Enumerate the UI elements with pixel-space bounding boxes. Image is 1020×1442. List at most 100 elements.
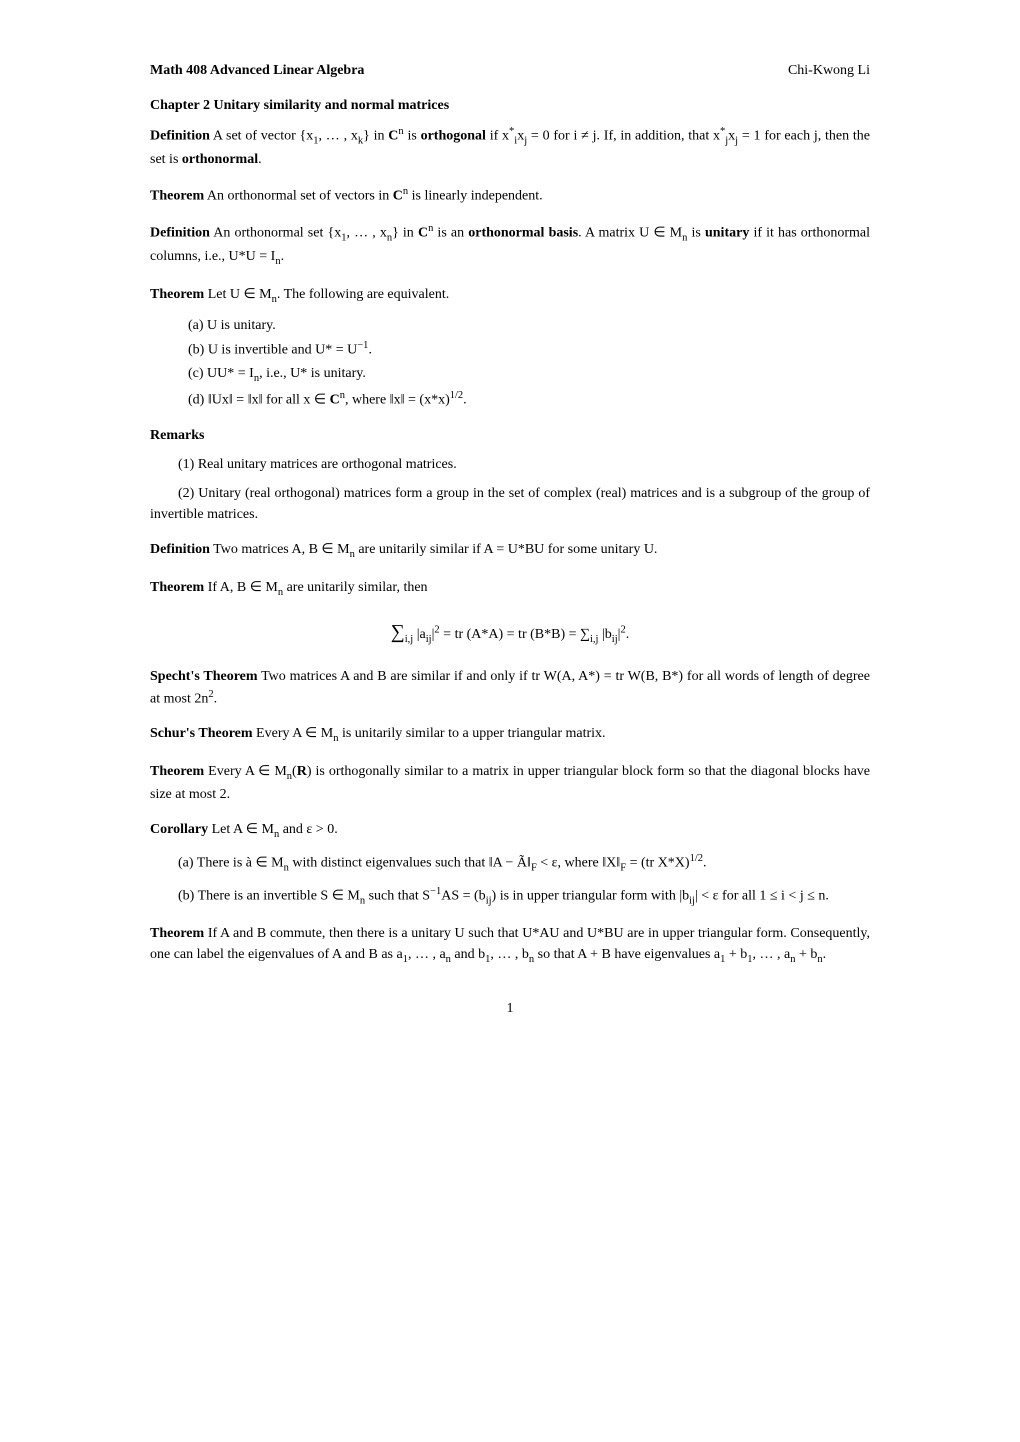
text: (a) There is à ∈ M	[178, 856, 284, 871]
text: (b) There is an invertible S ∈ M	[178, 889, 360, 904]
text: .	[281, 249, 285, 264]
text: . The following are equivalent.	[277, 287, 449, 302]
term: orthonormal	[182, 152, 258, 167]
remarks-heading: Remarks	[150, 425, 870, 446]
text: Let U ∈ M	[204, 287, 271, 302]
text: , i.e., U* is unitary.	[259, 366, 366, 381]
text: .	[258, 152, 262, 167]
remark-1: (1) Real unitary matrices are orthogonal…	[150, 454, 870, 475]
text: = tr (A*A) = tr (B*B) = ∑	[440, 627, 590, 642]
term: unitary	[705, 226, 749, 241]
text: . A matrix U ∈ M	[578, 226, 682, 241]
page-number: 1	[150, 998, 870, 1019]
text: , … , x	[346, 226, 386, 241]
text: so that A + B have eigenvalues a	[534, 947, 720, 962]
chapter-label: Chapter 2 Unitary similarity and normal …	[150, 98, 449, 113]
text: + b	[725, 947, 747, 962]
chapter-title: Chapter 2 Unitary similarity and normal …	[150, 95, 870, 116]
definition-2: Definition An orthonormal set {x1, … , x…	[150, 221, 870, 270]
def-label: Definition	[150, 542, 210, 557]
text: and b	[451, 947, 485, 962]
course-title: Math 408 Advanced Linear Algebra	[150, 60, 364, 81]
text: is	[404, 129, 421, 144]
theorem-4: Theorem Every A ∈ Mn(R) is orthogonally …	[150, 761, 870, 806]
text: , … , a	[753, 947, 791, 962]
sup: −1	[430, 886, 441, 897]
text: Every A ∈ M	[204, 764, 287, 779]
def-label: Definition	[150, 226, 210, 241]
remark-2: (2) Unitary (real orthogonal) matrices f…	[150, 483, 870, 525]
text: |b	[598, 627, 611, 642]
page-header: Math 408 Advanced Linear Algebra Chi-Kwo…	[150, 60, 870, 81]
definition-3: Definition Two matrices A, B ∈ Mn are un…	[150, 539, 870, 563]
item-a: (a) U is unitary.	[188, 315, 870, 336]
term: orthogonal	[421, 129, 486, 144]
theorem-1: Theorem An orthonormal set of vectors in…	[150, 184, 870, 207]
term: orthonormal basis	[468, 226, 578, 241]
text: and ε > 0.	[279, 822, 338, 837]
text: (d) ‖Ux‖ = ‖x‖ for all x ∈	[188, 393, 330, 408]
thm-label: Theorem	[150, 926, 204, 941]
text: < ε, where ‖X‖	[537, 856, 620, 871]
text: Two matrices A and B are similar if and …	[150, 669, 870, 707]
text: are unitarily similar if A = U*BU for so…	[355, 542, 658, 557]
text: AS = (b	[441, 889, 485, 904]
text: is unitarily similar to a upper triangul…	[338, 726, 605, 741]
text: If A, B ∈ M	[204, 580, 278, 595]
thm-label: Theorem	[150, 764, 204, 779]
text: , … , a	[408, 947, 446, 962]
corollary: Corollary Let A ∈ Mn and ε > 0.	[150, 819, 870, 843]
text: is an	[433, 226, 468, 241]
set-C: C	[418, 226, 428, 241]
thm-label: Theorem	[150, 189, 204, 204]
item-c: (c) UU* = In, i.e., U* is unitary.	[188, 363, 870, 387]
text: = (tr X*X)	[626, 856, 690, 871]
text: | < ε for all 1 ≤ i < j ≤ n.	[695, 889, 829, 904]
text: + b	[795, 947, 817, 962]
thm-label: Schur's Theorem	[150, 726, 253, 741]
text: .	[368, 343, 372, 358]
cor-label: Corollary	[150, 822, 208, 837]
theorem-5: Theorem If A and B commute, then there i…	[150, 923, 870, 968]
text: |a	[413, 627, 426, 642]
text: } in	[363, 129, 388, 144]
text: Let A ∈ M	[208, 822, 274, 837]
display-equation: ∑i,j |aij|2 = tr (A*A) = tr (B*B) = ∑i,j…	[150, 618, 870, 648]
sup: 1/2	[450, 390, 463, 401]
text: , where ‖x‖ = (x*x)	[345, 393, 450, 408]
text: (b) U is invertible and U* = U	[188, 343, 357, 358]
item-b: (b) U is invertible and U* = U−1.	[188, 338, 870, 361]
corollary-a: (a) There is à ∈ Mn with distinct eigenv…	[150, 851, 870, 876]
text: An orthonormal set of vectors in	[204, 189, 393, 204]
text: such that S	[365, 889, 430, 904]
text: An orthonormal set {x	[210, 226, 341, 241]
set-C: C	[388, 129, 398, 144]
sum: ∑	[391, 622, 405, 643]
text: = 0 for i ≠ j. If, in addition, that x	[527, 129, 720, 144]
remarks-label: Remarks	[150, 428, 204, 443]
text: is linearly independent.	[408, 189, 543, 204]
item-d: (d) ‖Ux‖ = ‖x‖ for all x ∈ Cn, where ‖x‖…	[188, 388, 870, 411]
text: with distinct eigenvalues such that ‖A −…	[289, 856, 531, 871]
text: are unitarily similar, then	[283, 580, 427, 595]
theorem-2: Theorem Let U ∈ Mn. The following are eq…	[150, 284, 870, 308]
text: .	[214, 691, 218, 706]
text: is	[687, 226, 705, 241]
set-C: C	[330, 393, 340, 408]
text: } in	[392, 226, 418, 241]
text: , … , x	[319, 129, 358, 144]
text: A set of vector {x	[210, 129, 313, 144]
theorem-3: Theorem If A, B ∈ Mn are unitarily simil…	[150, 577, 870, 601]
sub: i,j	[405, 634, 413, 645]
schur-theorem: Schur's Theorem Every A ∈ Mn is unitaril…	[150, 723, 870, 747]
def-label: Definition	[150, 129, 210, 144]
thm-label: Theorem	[150, 287, 204, 302]
definition-1: Definition A set of vector {x1, … , xk} …	[150, 124, 870, 170]
text: .	[463, 393, 467, 408]
text: Two matrices A, B ∈ M	[210, 542, 350, 557]
author-name: Chi-Kwong Li	[788, 60, 870, 81]
text: , … , b	[490, 947, 529, 962]
thm-label: Theorem	[150, 580, 204, 595]
set-C: C	[393, 189, 403, 204]
set-R: R	[297, 764, 307, 779]
